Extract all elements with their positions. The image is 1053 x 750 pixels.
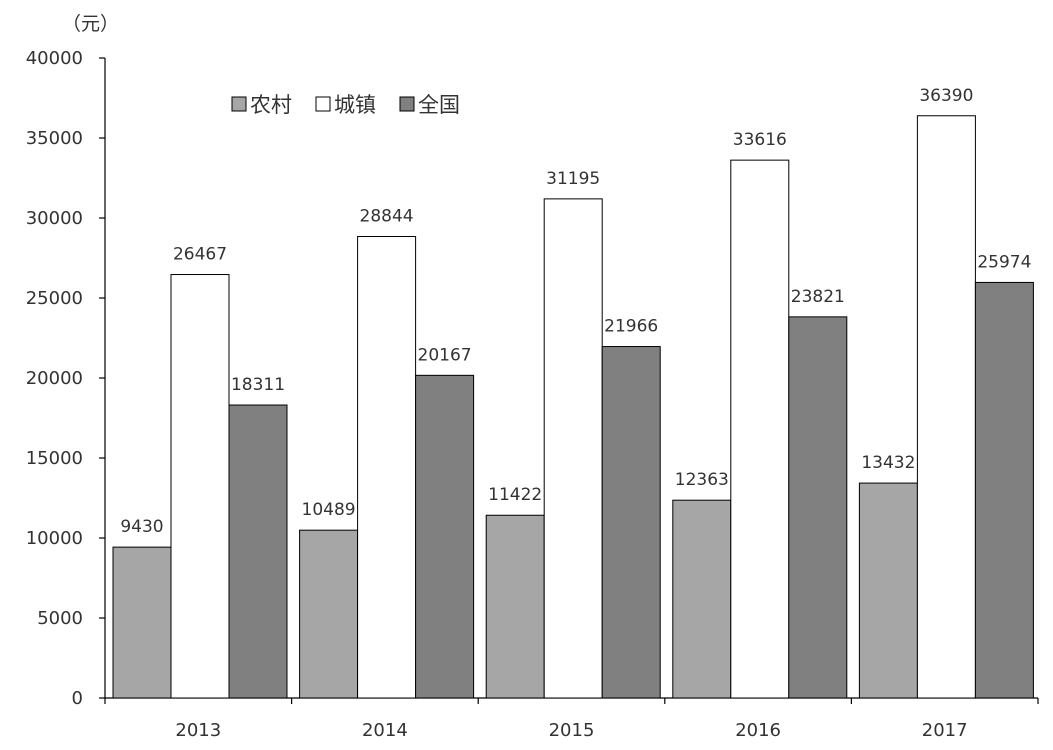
y-tick-label: 5000 [37, 608, 83, 629]
bar-series-group [112, 115, 1034, 699]
bar-城镇-2013 [170, 274, 230, 699]
data-labels-group: 9430 26467 18311 10489 28844 20167 11422 31195 2… [120, 86, 1031, 537]
data-label: 21966 [604, 317, 658, 337]
legend-swatch [315, 96, 331, 112]
bar-全国-2017 [974, 281, 1034, 699]
data-label: 23821 [791, 287, 845, 307]
data-label: 26467 [173, 245, 227, 265]
x-tick-label: 2013 [175, 720, 221, 741]
data-label: 10489 [302, 500, 356, 520]
bar-农村-2015 [485, 514, 545, 699]
bar-城镇-2015 [543, 198, 603, 699]
data-label: 25974 [977, 252, 1031, 272]
data-label: 11422 [488, 485, 542, 505]
data-label: 33616 [733, 130, 787, 150]
x-axis: 2013 2014 2015 2016 2017 [104, 697, 1039, 741]
legend-label: 农村 [250, 93, 292, 117]
data-label: 28844 [360, 206, 414, 226]
bar-农村-2013 [112, 546, 172, 699]
y-tick-label: 10000 [26, 528, 83, 549]
data-label: 18311 [231, 375, 285, 395]
data-label: 13432 [861, 453, 915, 473]
y-tick-label: 40000 [26, 48, 83, 69]
x-tick-label: 2014 [362, 720, 408, 741]
bar-农村-2014 [299, 529, 359, 699]
y-axis-unit-label: （元） [62, 13, 119, 35]
legend-swatch [231, 96, 247, 112]
bar-农村-2017 [858, 482, 918, 699]
y-tick-label: 35000 [26, 128, 83, 149]
legend-swatch [399, 96, 415, 112]
bar-全国-2013 [228, 404, 288, 699]
bar-全国-2015 [601, 346, 661, 699]
legend-label: 全国 [418, 93, 460, 117]
y-tick-label: 15000 [26, 448, 83, 469]
x-tick-label: 2015 [549, 720, 595, 741]
bar-城镇-2016 [730, 159, 790, 699]
y-tick-label: 20000 [26, 368, 83, 389]
data-label: 9430 [120, 517, 163, 537]
y-tick-label: 25000 [26, 288, 83, 309]
bar-城镇-2017 [916, 115, 976, 699]
data-label: 31195 [546, 169, 600, 189]
data-label: 36390 [919, 86, 973, 106]
bar-农村-2016 [672, 499, 732, 699]
bar-全国-2016 [788, 316, 848, 699]
legend-label: 城镇 [334, 93, 376, 117]
y-axis: 0 5000 10000 15000 20000 25000 30000 35000 40000 [26, 48, 106, 709]
x-tick-label: 2016 [735, 720, 781, 741]
legend: 农村 城镇 全国 [231, 93, 460, 117]
y-tick-label: 30000 [26, 208, 83, 229]
y-tick-label: 0 [72, 688, 83, 709]
data-label: 12363 [675, 470, 729, 490]
bar-全国-2014 [415, 374, 475, 699]
bar-城镇-2014 [357, 235, 417, 699]
data-label: 20167 [418, 345, 472, 365]
x-tick-label: 2017 [922, 720, 968, 741]
